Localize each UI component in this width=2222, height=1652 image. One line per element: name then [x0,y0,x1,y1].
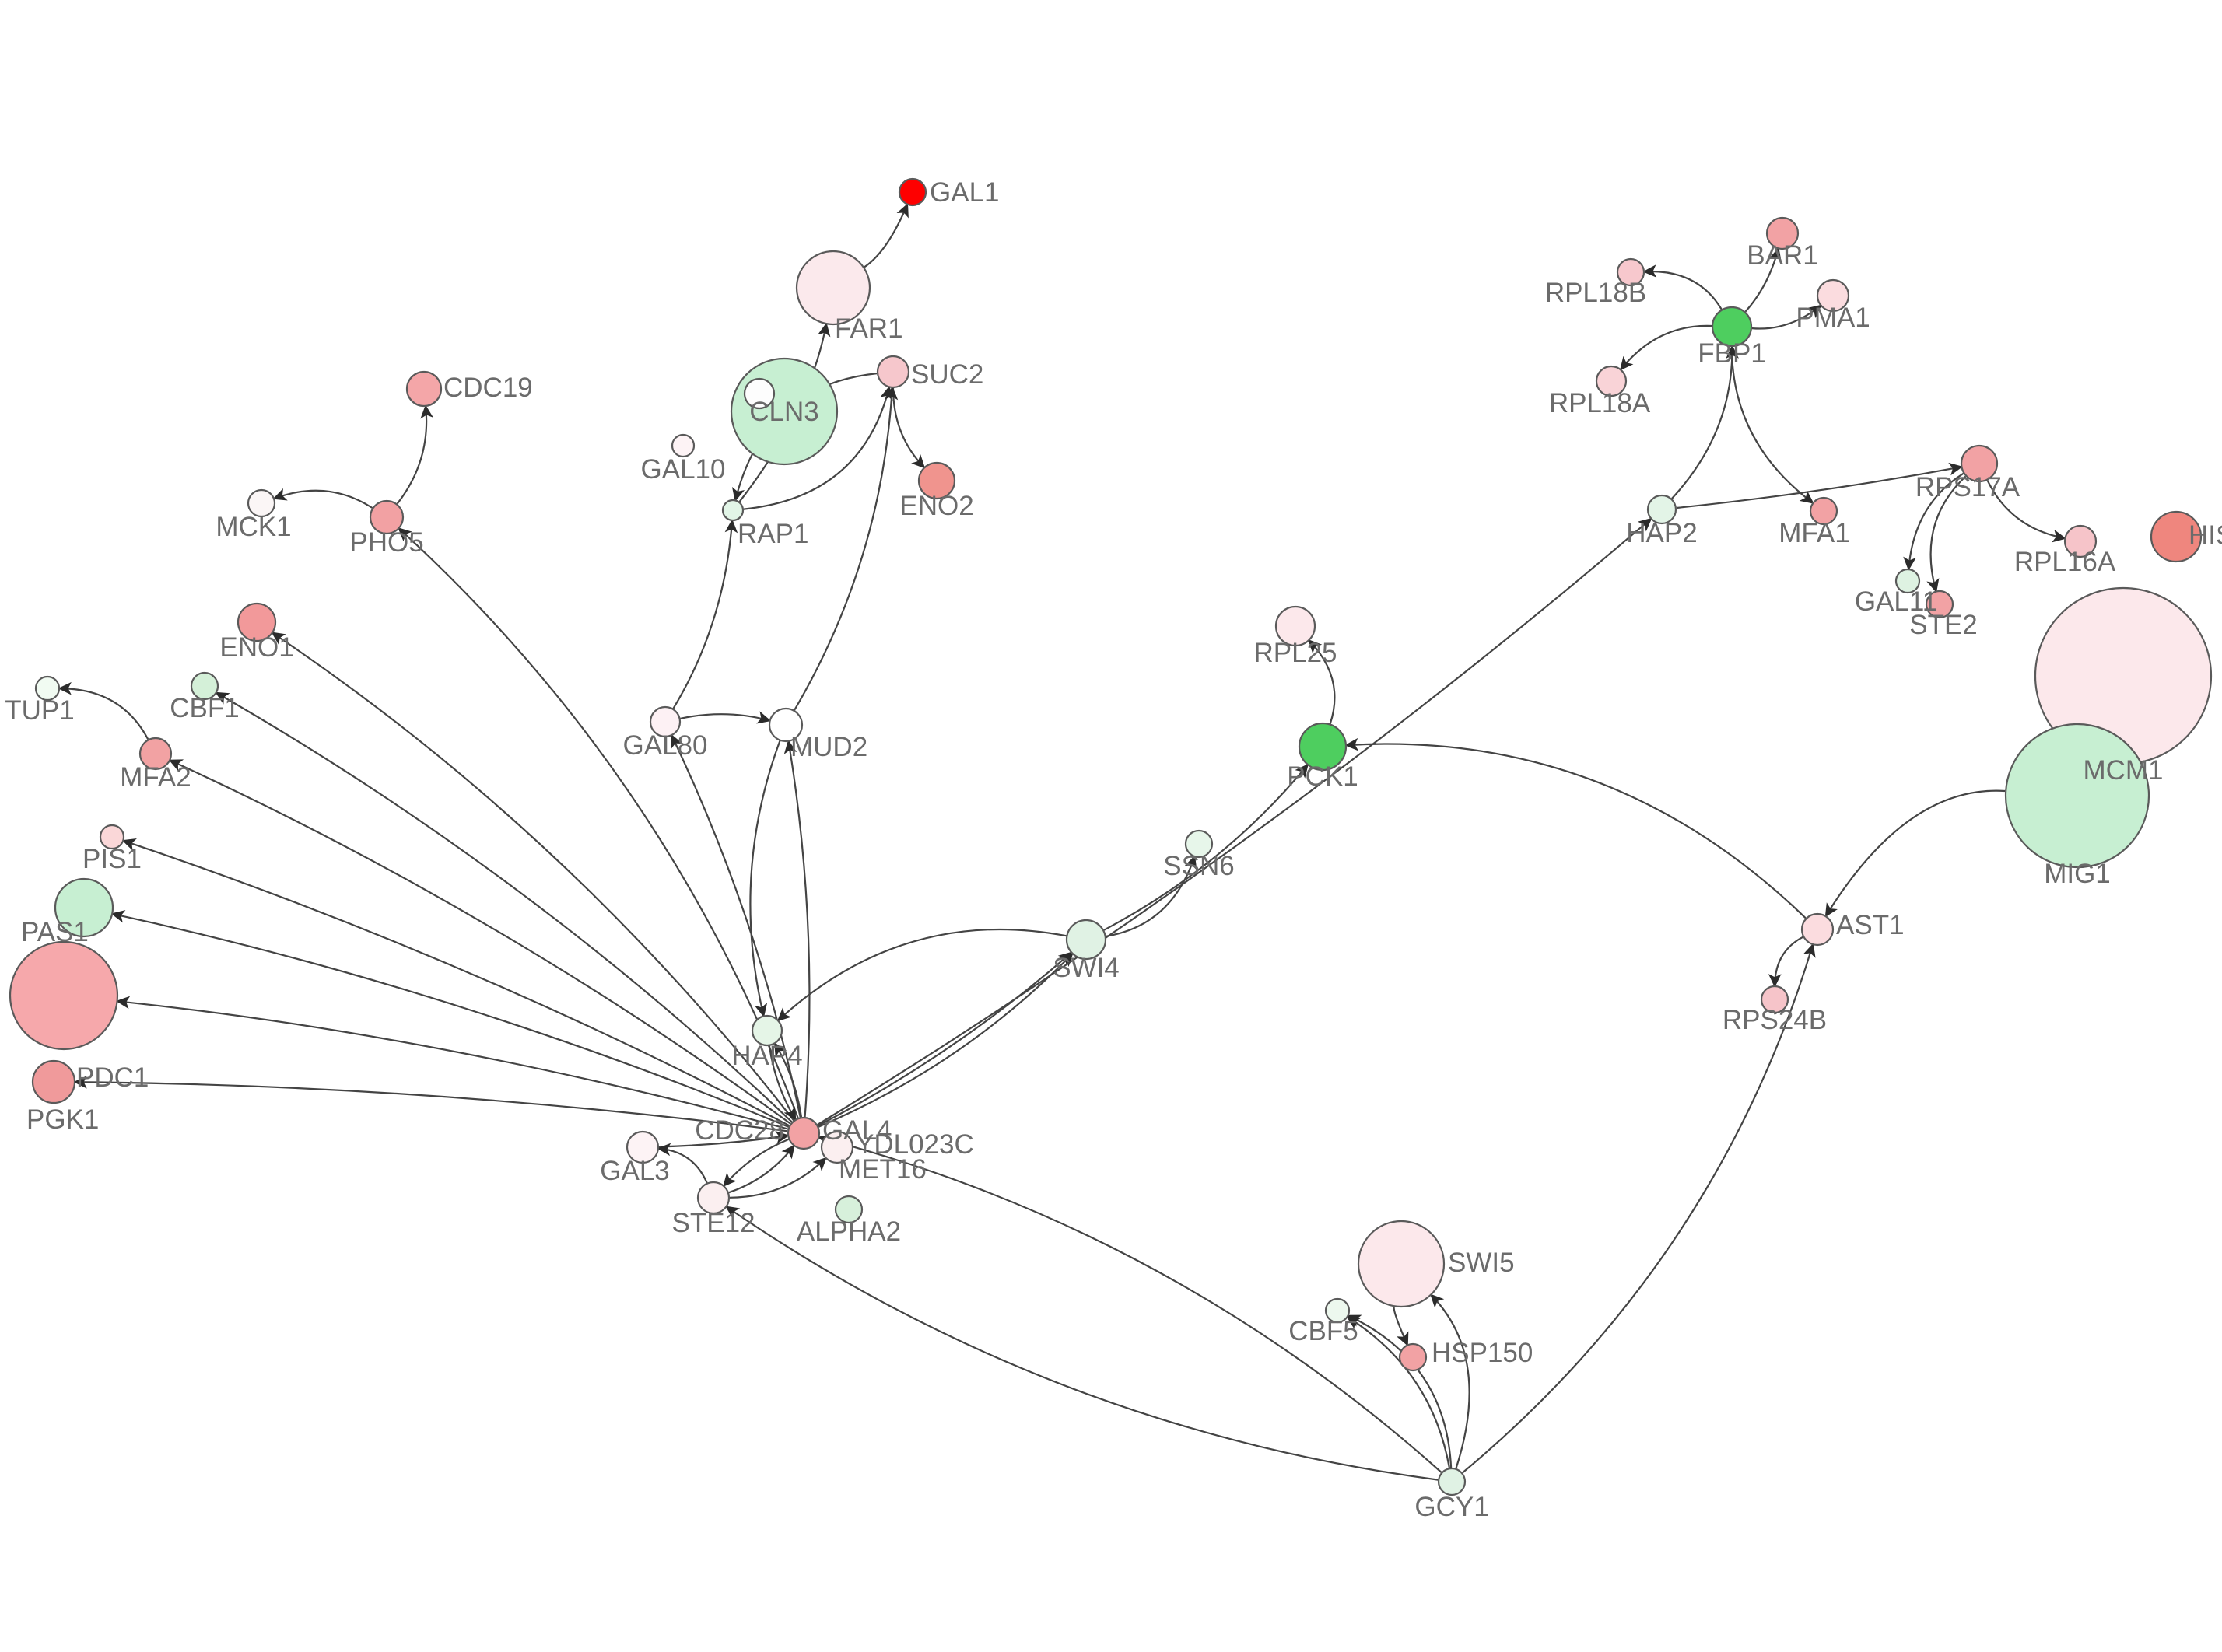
svg-text:FBP1: FBP1 [1698,338,1766,369]
svg-text:MFA2: MFA2 [120,762,191,793]
svg-text:CBF1: CBF1 [170,693,239,723]
svg-text:MFA1: MFA1 [1779,518,1849,548]
svg-text:STE12: STE12 [672,1208,755,1238]
svg-text:BAR1: BAR1 [1747,240,1817,271]
svg-text:MIG1: MIG1 [2044,859,2111,889]
svg-text:RAP1: RAP1 [738,519,808,549]
svg-text:RPS24B: RPS24B [1723,1005,1827,1035]
svg-text:GAL3: GAL3 [600,1156,670,1186]
svg-text:GAL1: GAL1 [930,177,1000,208]
svg-text:SSN6: SSN6 [1163,851,1234,881]
svg-text:HAP2: HAP2 [1626,518,1697,548]
svg-text:HAP4: HAP4 [731,1041,802,1071]
svg-text:GCY1: GCY1 [1414,1492,1488,1522]
svg-text:RPS17A: RPS17A [1915,472,2020,502]
svg-text:CLN3: CLN3 [749,397,818,427]
svg-text:ALPHA2: ALPHA2 [797,1216,901,1247]
svg-text:FAR1: FAR1 [835,313,903,344]
svg-text:ENO1: ENO1 [219,632,293,663]
svg-text:RPL25: RPL25 [1253,638,1337,668]
svg-text:CDC19: CDC19 [443,373,533,403]
svg-text:SWI5: SWI5 [1448,1248,1515,1278]
svg-text:GAL10: GAL10 [641,454,726,485]
svg-text:MCM1: MCM1 [2083,755,2163,786]
svg-text:SWI4: SWI4 [1053,953,1120,983]
svg-text:MUD2: MUD2 [790,732,867,762]
svg-text:GAL80: GAL80 [623,730,708,761]
svg-text:PMA1: PMA1 [1796,303,1870,333]
svg-text:PAS1: PAS1 [21,917,89,947]
svg-text:RPL16A: RPL16A [2014,547,2116,577]
svg-text:SUC2: SUC2 [911,359,983,390]
svg-text:CDC28: CDC28 [695,1115,784,1146]
svg-text:PHO5: PHO5 [349,527,423,558]
svg-text:HSP150: HSP150 [1432,1338,1533,1368]
svg-text:AST1: AST1 [1836,910,1905,940]
svg-text:PDC1: PDC1 [76,1062,149,1093]
svg-text:MCK1: MCK1 [216,512,291,542]
svg-text:MET16: MET16 [839,1154,927,1185]
svg-text:HIS4: HIS4 [2189,520,2222,551]
svg-text:ENO2: ENO2 [899,491,973,521]
svg-text:TUP1: TUP1 [5,695,74,726]
svg-text:PIS1: PIS1 [82,844,142,874]
svg-text:CBF5: CBF5 [1288,1316,1358,1346]
svg-text:PGK1: PGK1 [26,1104,99,1135]
svg-text:RPL18B: RPL18B [1545,278,1646,308]
svg-text:PCK1: PCK1 [1287,761,1358,792]
svg-text:RPL18A: RPL18A [1549,388,1651,418]
svg-text:STE2: STE2 [1909,610,1978,640]
